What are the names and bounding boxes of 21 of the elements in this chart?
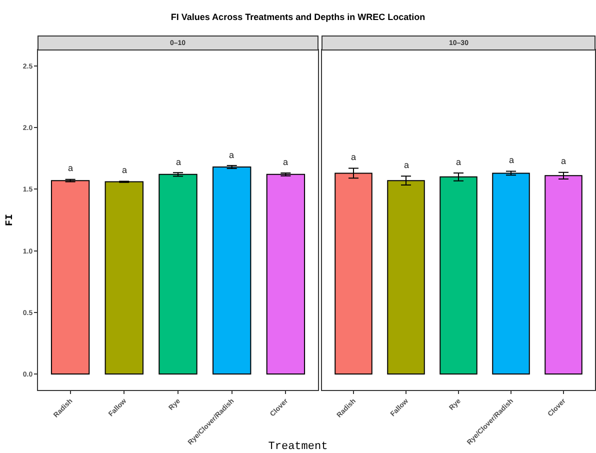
bar: [50, 180, 90, 374]
annotation: a: [229, 150, 234, 160]
x-axis-title: Treatment: [268, 441, 328, 453]
annotation: a: [351, 152, 356, 162]
annotation: a: [68, 163, 74, 173]
bar: [544, 175, 582, 374]
chart-title: FI Values Across Treatments and Depths in WREC Location: [170, 12, 426, 22]
bar: [104, 181, 144, 374]
bar: [158, 174, 198, 374]
annotation: a: [176, 157, 182, 167]
annotation: a: [456, 157, 462, 167]
bar: [492, 172, 530, 374]
annotation: a: [509, 155, 514, 165]
bar: [440, 176, 478, 374]
bar: [266, 174, 306, 374]
y-axis-title: FI: [4, 214, 16, 226]
annotation: a: [283, 157, 288, 167]
annotation: a: [122, 165, 128, 175]
bar: [212, 166, 252, 374]
annotation: a: [404, 160, 410, 170]
annotation: a: [561, 156, 566, 166]
